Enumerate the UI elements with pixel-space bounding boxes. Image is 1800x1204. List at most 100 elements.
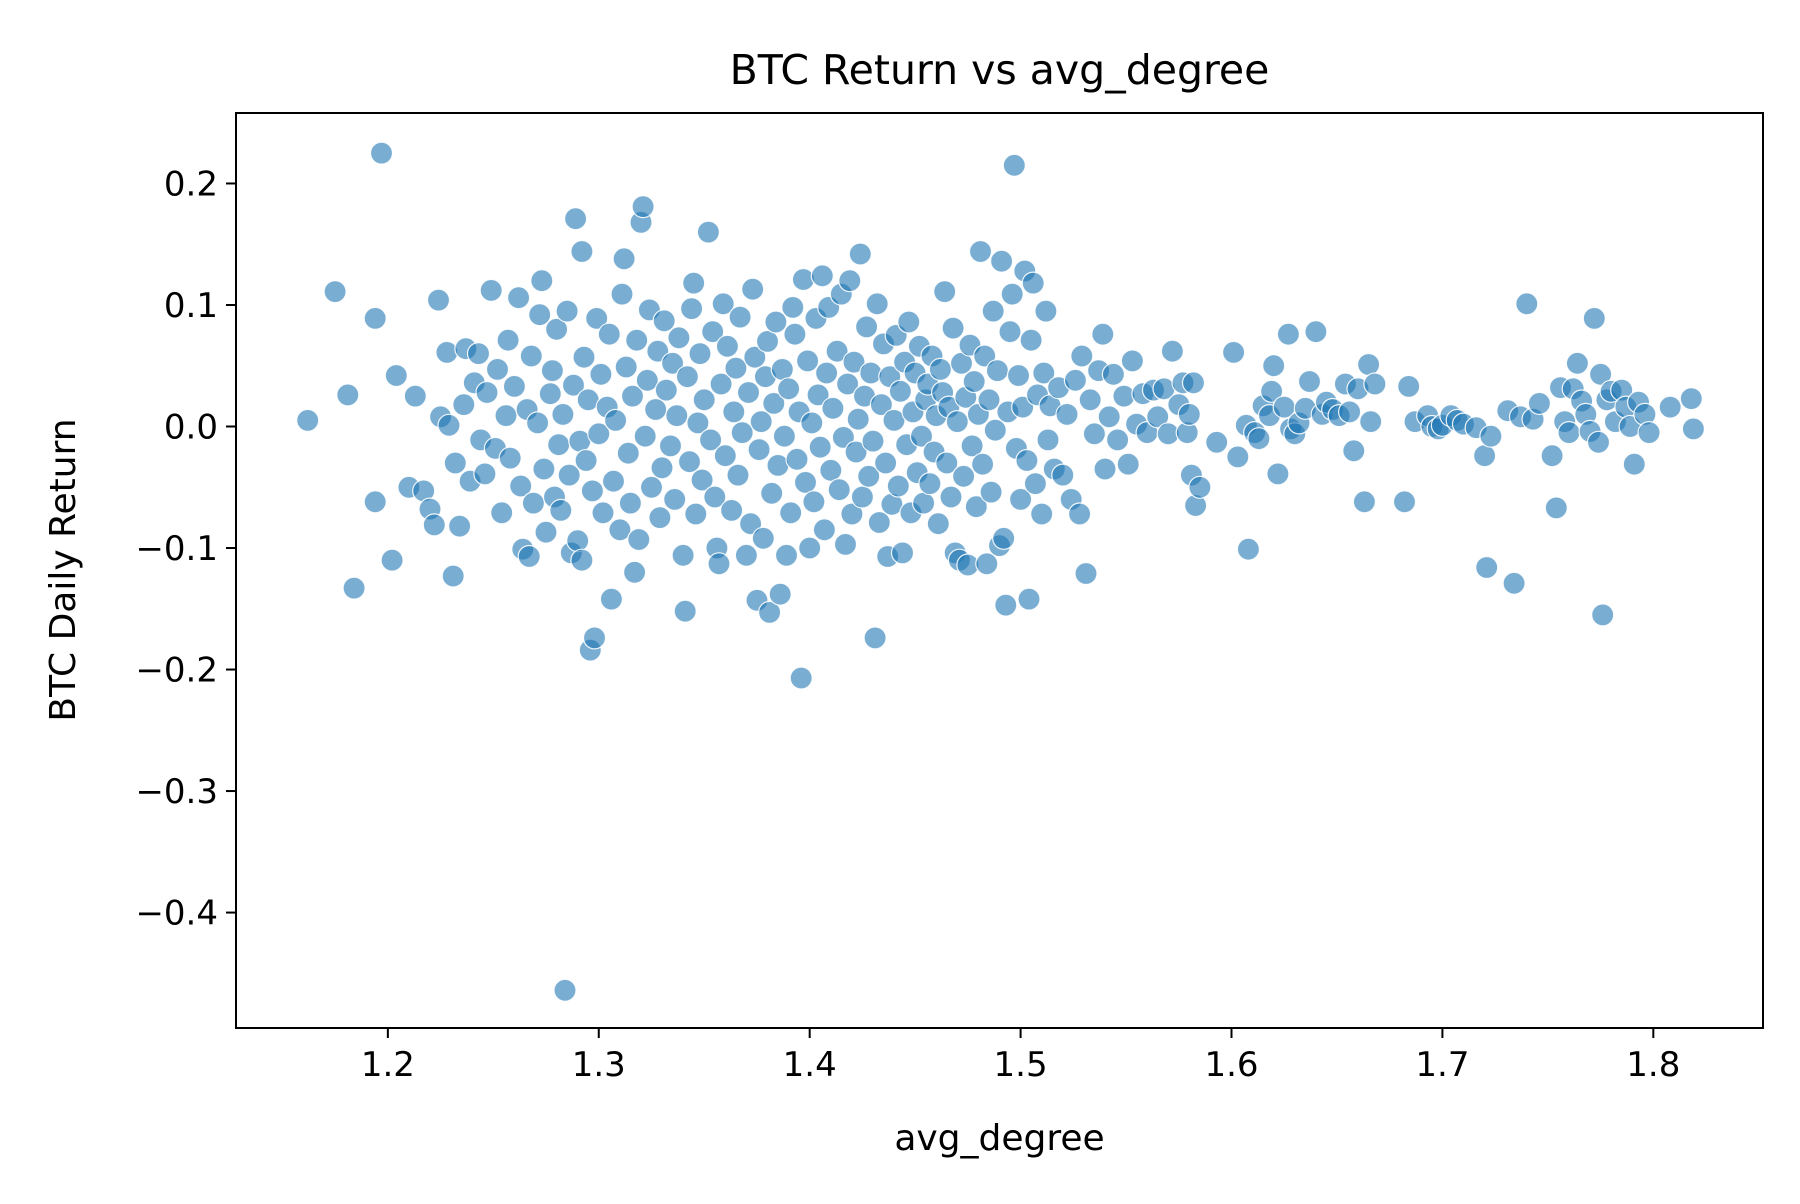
data-point: [1070, 344, 1094, 368]
data-point: [842, 350, 866, 374]
data-point: [633, 424, 657, 448]
x-tick-label: 1.5: [994, 1045, 1048, 1085]
data-point: [918, 472, 942, 496]
data-point: [631, 195, 655, 219]
data-point: [989, 249, 1014, 273]
data-point: [441, 564, 465, 588]
data-point: [1479, 424, 1503, 448]
data-point: [1097, 405, 1121, 429]
data-point: [688, 342, 712, 366]
data-point: [747, 438, 771, 462]
data-point: [1015, 448, 1039, 473]
data-point: [648, 505, 672, 530]
data-point: [448, 514, 472, 538]
data-point: [667, 326, 691, 350]
data-point: [675, 365, 700, 389]
data-point: [1262, 354, 1286, 378]
data-point: [603, 408, 628, 432]
data-point: [738, 512, 763, 536]
data-point: [808, 435, 832, 459]
data-point: [1352, 490, 1377, 514]
data-point: [911, 491, 936, 515]
data-point: [1078, 388, 1102, 412]
data-point: [582, 626, 607, 650]
data-point: [867, 510, 891, 535]
data-point: [1006, 363, 1031, 388]
data-point: [532, 457, 556, 481]
data-point: [846, 407, 870, 431]
data-point: [977, 388, 1001, 412]
data-point: [485, 357, 510, 381]
data-point: [652, 309, 676, 333]
data-point: [517, 544, 541, 569]
data-point: [968, 239, 993, 264]
data-point: [857, 464, 881, 488]
data-point: [620, 384, 645, 408]
data-point: [650, 456, 674, 480]
data-point: [1588, 362, 1613, 386]
data-point: [798, 536, 822, 560]
data-point: [724, 356, 748, 380]
data-point: [873, 451, 898, 475]
data-point: [1030, 502, 1054, 526]
data-point: [1036, 428, 1060, 452]
data-point: [764, 310, 788, 334]
data-point: [684, 502, 708, 526]
data-point: [726, 463, 750, 487]
data-point: [561, 373, 586, 397]
data-point: [800, 411, 824, 435]
data-point: [951, 464, 976, 488]
data-point: [663, 487, 687, 511]
data-point: [964, 495, 988, 519]
data-point: [610, 282, 634, 306]
y-tick-label: −0.4: [135, 894, 218, 934]
data-point: [591, 501, 615, 525]
data-point: [886, 474, 910, 498]
data-point: [1019, 328, 1043, 352]
data-point: [1160, 339, 1185, 363]
data-point: [1359, 410, 1383, 434]
data-point: [1304, 320, 1328, 344]
data-point: [403, 384, 427, 408]
data-point: [701, 320, 725, 344]
data-point: [1023, 472, 1048, 496]
data-point: [296, 408, 320, 432]
data-point: [709, 372, 733, 396]
data-point: [479, 278, 503, 302]
data-point: [519, 344, 543, 368]
data-point: [363, 306, 387, 330]
data-point: [580, 479, 605, 503]
data-point: [658, 434, 683, 458]
data-point: [1297, 369, 1322, 394]
data-point: [538, 382, 562, 406]
data-point: [795, 349, 820, 373]
data-point: [1679, 387, 1703, 411]
data-point: [673, 599, 697, 623]
data-point: [1146, 405, 1170, 429]
data-point: [713, 444, 737, 468]
data-point: [755, 329, 780, 353]
data-point: [494, 404, 518, 428]
data-point: [530, 269, 554, 293]
data-point: [1074, 561, 1098, 586]
data-point: [789, 666, 813, 690]
data-point: [728, 305, 752, 329]
data-point: [506, 286, 531, 310]
data-point: [793, 470, 818, 494]
data-point: [751, 526, 775, 550]
x-tick-label: 1.8: [1626, 1045, 1680, 1085]
data-point: [806, 383, 830, 407]
data-point: [859, 361, 883, 385]
data-point: [585, 306, 609, 330]
data-point: [1116, 452, 1140, 476]
data-point: [563, 207, 588, 231]
data-point: [909, 424, 934, 448]
x-tick-label: 1.6: [1204, 1045, 1258, 1085]
data-point: [1034, 299, 1058, 323]
data-point: [1091, 322, 1115, 346]
y-tick-label: 0.2: [164, 164, 218, 204]
data-point: [475, 380, 499, 405]
data-point: [665, 404, 689, 428]
data-point: [1226, 445, 1250, 469]
